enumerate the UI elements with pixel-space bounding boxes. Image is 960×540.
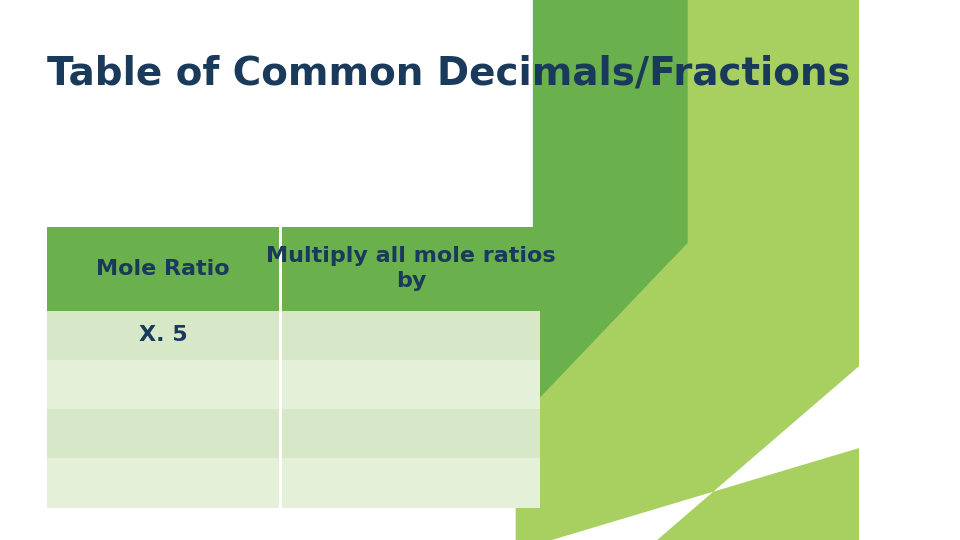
Polygon shape — [533, 0, 876, 540]
FancyBboxPatch shape — [282, 409, 540, 458]
FancyBboxPatch shape — [282, 310, 540, 360]
Polygon shape — [516, 351, 876, 540]
Text: Table of Common Decimals/Fractions: Table of Common Decimals/Fractions — [47, 54, 851, 92]
Text: X. 5: X. 5 — [139, 325, 187, 345]
Polygon shape — [541, 0, 876, 540]
Text: Multiply all mole ratios
by: Multiply all mole ratios by — [266, 246, 556, 291]
FancyBboxPatch shape — [47, 409, 279, 458]
FancyBboxPatch shape — [47, 458, 279, 508]
FancyBboxPatch shape — [282, 458, 540, 508]
Text: Mole Ratio: Mole Ratio — [97, 259, 230, 279]
Polygon shape — [619, 0, 876, 378]
FancyBboxPatch shape — [47, 227, 279, 310]
FancyBboxPatch shape — [47, 310, 279, 360]
FancyBboxPatch shape — [282, 360, 540, 409]
Polygon shape — [533, 0, 687, 405]
FancyBboxPatch shape — [47, 360, 279, 409]
Polygon shape — [516, 0, 876, 540]
FancyBboxPatch shape — [282, 227, 540, 310]
